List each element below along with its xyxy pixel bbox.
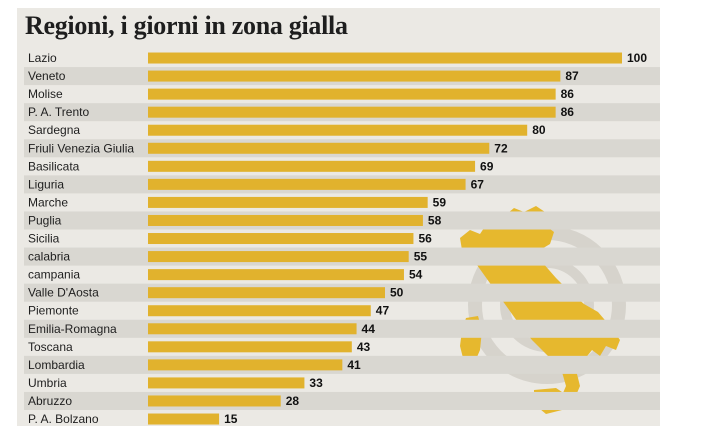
category-label: Sicilia — [28, 232, 60, 246]
bar — [148, 52, 622, 64]
chart-title: Regioni, i giorni in zona gialla — [25, 11, 348, 40]
category-label: calabria — [28, 250, 70, 264]
value-label: 54 — [409, 268, 423, 282]
value-label: 50 — [390, 286, 404, 300]
bar — [148, 323, 357, 335]
value-label: 67 — [471, 177, 485, 191]
bar — [148, 413, 220, 425]
value-label: 72 — [494, 141, 508, 155]
value-label: 86 — [561, 105, 575, 119]
bar — [148, 106, 556, 118]
category-label: Sardegna — [28, 123, 80, 137]
bar — [148, 359, 343, 371]
value-label: 55 — [414, 250, 428, 264]
bar — [148, 160, 476, 172]
value-label: 56 — [418, 232, 432, 246]
category-label: Friuli Venezia Giulia — [28, 141, 134, 155]
value-label: 41 — [347, 358, 361, 372]
value-label: 58 — [428, 213, 442, 227]
category-label: Lazio — [28, 51, 57, 65]
category-label: Veneto — [28, 69, 66, 83]
value-label: 59 — [433, 195, 447, 209]
category-label: Puglia — [28, 213, 62, 227]
value-label: 47 — [376, 304, 390, 318]
value-label: 44 — [362, 322, 376, 336]
value-label: 86 — [561, 87, 575, 101]
category-label: Liguria — [28, 177, 64, 191]
bar — [148, 214, 423, 226]
bar — [148, 251, 409, 263]
value-label: 69 — [480, 159, 494, 173]
bar — [148, 196, 428, 208]
category-label: Abruzzo — [28, 394, 72, 408]
bar — [148, 70, 561, 82]
bar — [148, 287, 385, 299]
value-label: 28 — [286, 394, 300, 408]
value-label: 100 — [627, 51, 647, 65]
category-label: Umbria — [28, 376, 67, 390]
bar — [148, 395, 281, 407]
category-label: Emilia-Romagna — [28, 322, 117, 336]
bar — [148, 305, 371, 317]
category-label: Valle D'Aosta — [28, 286, 99, 300]
bar — [148, 88, 556, 100]
category-label: P. A. Trento — [28, 105, 89, 119]
bar — [148, 178, 466, 190]
bar — [148, 233, 414, 245]
value-label: 80 — [532, 123, 546, 137]
category-label: Marche — [28, 195, 68, 209]
bar — [148, 269, 404, 281]
category-label: Toscana — [28, 340, 73, 354]
bar — [148, 142, 490, 154]
row-stripe — [24, 391, 660, 410]
value-label: 43 — [357, 340, 371, 354]
category-label: Molise — [28, 87, 63, 101]
bar — [148, 377, 305, 389]
category-label: Basilicata — [28, 159, 80, 173]
value-label: 33 — [309, 376, 323, 390]
value-label: 15 — [224, 412, 238, 426]
bar — [148, 341, 352, 353]
category-label: P. A. Bolzano — [28, 412, 99, 426]
category-label: Piemonte — [28, 304, 79, 318]
value-label: 87 — [565, 69, 579, 83]
category-label: campania — [28, 268, 80, 282]
category-label: Lombardia — [28, 358, 85, 372]
bar — [148, 124, 528, 136]
